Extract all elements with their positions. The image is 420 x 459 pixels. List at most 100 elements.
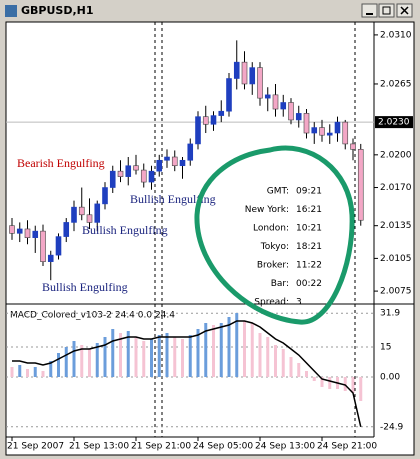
histogram-bar: [204, 323, 208, 377]
histogram-bar: [142, 341, 146, 377]
candle-body: [241, 61, 248, 85]
candle-body: [16, 228, 23, 234]
x-tick-label: 21 Sep 2007: [7, 442, 64, 452]
candle-body: [71, 206, 77, 223]
info-label: Tokyo:: [260, 242, 289, 252]
histogram-bar: [243, 321, 246, 377]
histogram-bar: [196, 329, 200, 377]
candle-body: [357, 149, 364, 221]
histogram-bar: [250, 323, 254, 377]
candle-body: [133, 165, 139, 171]
candle-body: [117, 170, 124, 177]
candle-body: [140, 169, 147, 183]
y-tick-label: 2.0135: [380, 221, 412, 231]
pattern-annotation: Bullish Engulfing: [130, 192, 216, 206]
x-tick-label: 24 Sep 21:00: [317, 442, 377, 452]
histogram-bar: [188, 335, 192, 377]
candle-body: [272, 94, 279, 110]
hand-drawn-circle: [194, 145, 355, 325]
info-label: Bar:: [271, 279, 289, 289]
candle-body: [303, 113, 310, 134]
info-value: 11:22: [296, 261, 322, 271]
y-tick-label: -24.9: [380, 422, 404, 432]
candle-body: [202, 116, 209, 125]
histogram-bar: [33, 367, 37, 377]
histogram-bar: [289, 357, 293, 377]
histogram-bar: [26, 369, 29, 377]
current-price-label: 2.0230: [378, 118, 410, 128]
window-title: GBPUSD,H1: [21, 4, 94, 17]
title-bar: [2, 2, 418, 20]
histogram-bar: [57, 353, 60, 377]
histogram-bar: [320, 377, 324, 387]
y-tick-label: 2.0200: [380, 150, 412, 160]
candle-body: [288, 102, 294, 121]
y-tick-label: 2.0170: [380, 183, 412, 193]
y-tick-label: 2.0105: [380, 254, 412, 264]
pattern-annotation: Bullish Engulfing: [82, 223, 168, 237]
info-value: 10:21: [296, 224, 322, 234]
candle-body: [319, 127, 325, 136]
candle-body: [334, 121, 341, 134]
candle-body: [264, 94, 271, 99]
histogram-bar: [343, 377, 347, 391]
candle-body: [40, 230, 46, 262]
info-value: 18:21: [296, 242, 322, 252]
histogram-bar: [126, 331, 130, 377]
histogram-bar: [49, 361, 53, 377]
candle-body: [179, 159, 186, 167]
candle-body: [257, 67, 263, 99]
histogram-bar: [134, 337, 138, 377]
info-value: 00:22: [296, 279, 322, 289]
y-tick-label: 2.0265: [380, 79, 412, 89]
histogram-bar: [227, 317, 231, 377]
histogram-bar: [80, 345, 84, 377]
candle-body: [171, 156, 178, 167]
candle-body: [226, 78, 232, 112]
x-tick-label: 21 Sep 21:00: [131, 442, 191, 452]
candle-body: [249, 67, 256, 85]
histogram-bar: [281, 349, 285, 377]
histogram-bar: [150, 339, 153, 377]
candle-body: [342, 121, 349, 145]
candle-body: [350, 143, 356, 150]
histogram-bar: [103, 337, 107, 377]
candle-body: [148, 170, 155, 183]
histogram-bar: [219, 323, 223, 377]
histogram-bar: [10, 367, 14, 377]
indicator-title: MACD_Colored_v103-2 24.4 0.0 24.4: [10, 311, 175, 321]
y-tick-label: 15: [380, 343, 391, 353]
histogram-bar: [119, 333, 122, 377]
histogram-bar: [181, 339, 184, 377]
y-tick-label: 2.0075: [380, 287, 412, 297]
candle-body: [78, 206, 85, 216]
histogram-bar: [235, 313, 239, 377]
histogram-bar: [212, 325, 215, 377]
maximize-button[interactable]: [378, 3, 395, 18]
minimize-button[interactable]: [361, 3, 378, 18]
close-icon: [400, 6, 409, 15]
maximize-icon: [382, 6, 391, 15]
histogram-bar: [305, 371, 308, 377]
candle-body: [295, 113, 302, 121]
candle-body: [187, 143, 194, 161]
candle-body: [32, 230, 39, 238]
info-value: 3: [296, 298, 302, 308]
signal-line: [12, 320, 362, 427]
histogram-bar: [328, 377, 332, 389]
histogram-bar: [165, 333, 169, 377]
info-label: London:: [253, 224, 289, 234]
histogram-bar: [258, 333, 262, 377]
pattern-annotation: Bearish Engulfing: [17, 156, 105, 170]
y-tick-label: 2.0310: [380, 30, 412, 40]
histogram-bar: [173, 337, 177, 377]
current-price-box: [375, 116, 413, 129]
histogram-bar: [266, 337, 270, 377]
candle-body: [47, 254, 54, 262]
candle-body: [94, 203, 101, 223]
y-tick-label: 31.9: [380, 309, 400, 319]
candle-body: [109, 170, 116, 188]
histogram-bar: [64, 347, 68, 377]
candle-body: [86, 214, 93, 223]
histogram-bar: [157, 335, 161, 377]
